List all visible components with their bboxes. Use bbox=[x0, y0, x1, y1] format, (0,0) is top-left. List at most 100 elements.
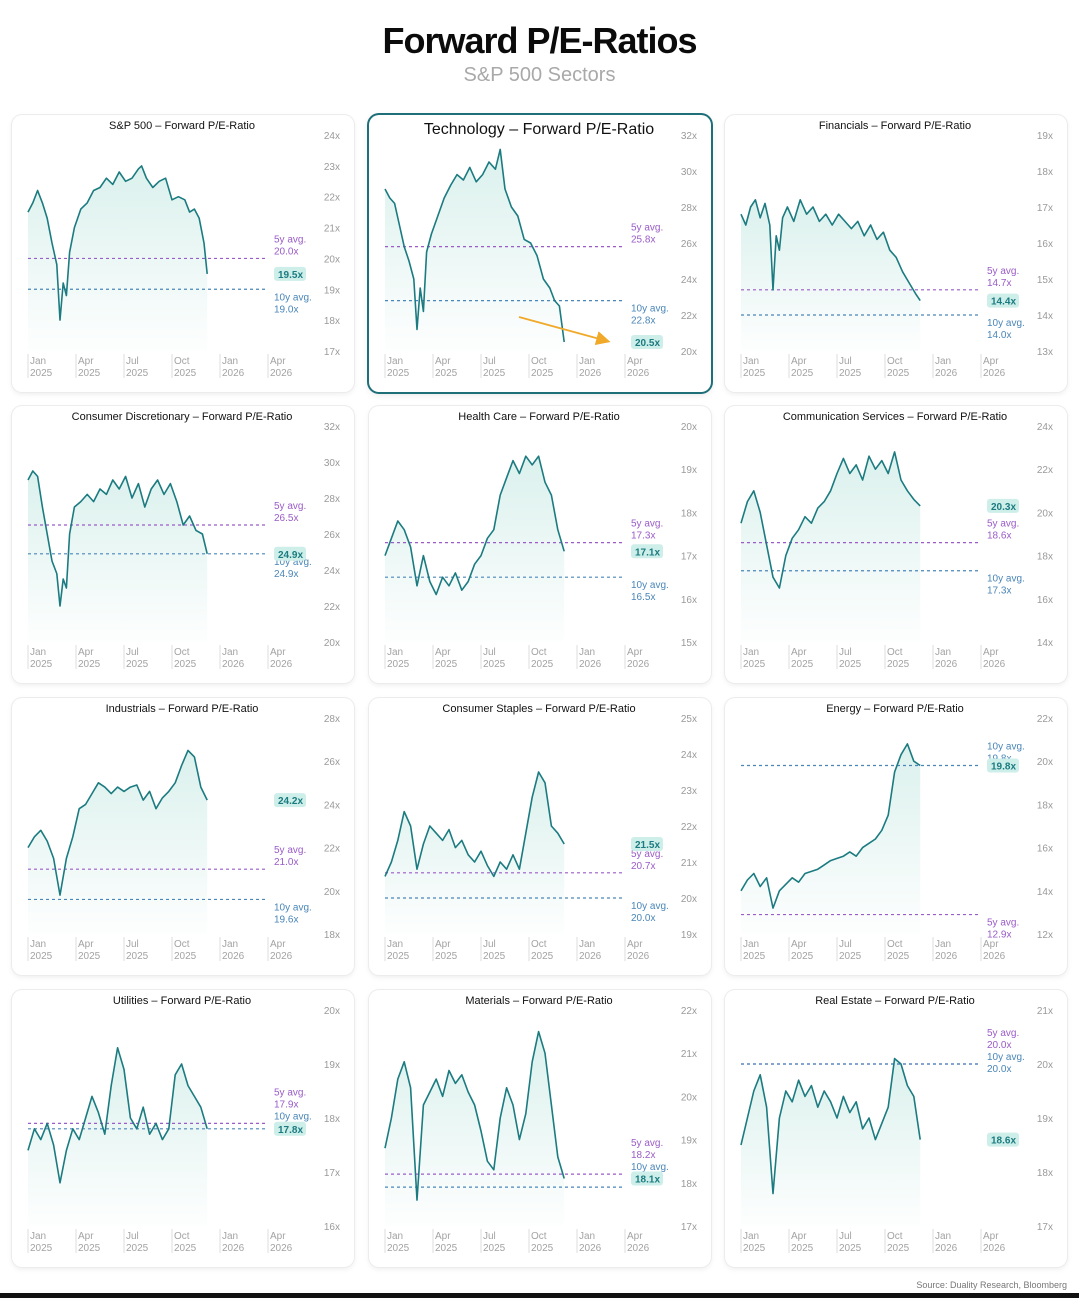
end-value-badge bbox=[274, 266, 306, 281]
x-tick-month: Apr bbox=[435, 1231, 451, 1242]
end-value-label: 18.6x bbox=[991, 1136, 1016, 1147]
avg-5y-label: 5y avg. bbox=[274, 845, 306, 856]
x-tick-year: 2026 bbox=[270, 951, 293, 962]
x-tick-month: Apr bbox=[78, 647, 94, 658]
x-tick-year: 2025 bbox=[126, 1243, 149, 1254]
x-tick-month: Apr bbox=[627, 1231, 643, 1242]
x-tick-year: 2026 bbox=[935, 951, 958, 962]
y-tick-label: 16x bbox=[324, 1222, 340, 1233]
y-tick-label: 26x bbox=[681, 239, 697, 250]
x-tick-year: 2025 bbox=[387, 659, 410, 670]
avg-10y-label: 10y avg. bbox=[274, 292, 312, 303]
chart-card: Energy – Forward P/E-Ratio 22x 20x 18x 16x 14… bbox=[725, 698, 1067, 975]
avg-10y-label: 10y avg. bbox=[274, 1111, 312, 1122]
x-tick-year: 2026 bbox=[983, 1243, 1006, 1254]
area-fill bbox=[28, 165, 208, 351]
avg-5y-value: 20.0x bbox=[987, 1040, 1011, 1051]
x-tick-year: 2025 bbox=[531, 368, 554, 379]
x-tick-year: 2026 bbox=[579, 1243, 602, 1254]
chart-svg: Energy – Forward P/E-Ratio 22x 20x 18x 16x 14… bbox=[740, 703, 1053, 962]
x-tick-year: 2025 bbox=[78, 951, 101, 962]
y-tick-label: 25x bbox=[681, 714, 697, 725]
series-line bbox=[384, 771, 565, 878]
x-tick-year: 2025 bbox=[174, 368, 197, 379]
y-tick-label: 14x bbox=[1037, 638, 1053, 649]
avg-5y-value: 21.0x bbox=[274, 857, 298, 868]
chart-card: Materials – Forward P/E-Ratio 22x 21x 20x 19… bbox=[369, 990, 711, 1267]
x-tick-year: 2025 bbox=[483, 368, 506, 379]
chart-title: Industrials – Forward P/E-Ratio bbox=[106, 703, 259, 715]
y-tick-label: 22x bbox=[1037, 714, 1053, 725]
y-tick-label: 20x bbox=[324, 1006, 340, 1017]
area-fill bbox=[385, 772, 565, 934]
x-tick-year: 2025 bbox=[78, 659, 101, 670]
x-tick-month: Jul bbox=[839, 1231, 852, 1242]
avg-10y-value: 22.8x bbox=[631, 316, 655, 327]
x-tick-month: Apr bbox=[627, 647, 643, 658]
y-tick-label: 19x bbox=[324, 285, 340, 296]
end-value-label: 19.8x bbox=[991, 762, 1016, 773]
x-tick-month: Jan bbox=[935, 939, 951, 950]
x-tick-month: Oct bbox=[174, 647, 190, 658]
x-tick-year: 2025 bbox=[435, 659, 458, 670]
chart-title: Utilities – Forward P/E-Ratio bbox=[113, 995, 251, 1007]
x-tick-year: 2026 bbox=[579, 951, 602, 962]
x-tick-year: 2025 bbox=[30, 368, 53, 379]
avg-10y-value: 20.0x bbox=[631, 913, 655, 924]
x-tick-year: 2026 bbox=[222, 1243, 245, 1254]
x-tick-year: 2026 bbox=[579, 659, 602, 670]
chart-svg: Consumer Staples – Forward P/E-Ratio 25x 2… bbox=[384, 703, 697, 962]
area-fill bbox=[741, 451, 921, 642]
avg-10y-value: 24.9x bbox=[274, 569, 298, 580]
y-tick-label: 16x bbox=[681, 595, 697, 606]
avg-5y-value: 25.8x bbox=[631, 235, 655, 246]
x-tick-year: 2025 bbox=[839, 659, 862, 670]
x-tick-month: Oct bbox=[174, 1231, 190, 1242]
y-tick-label: 28x bbox=[324, 714, 340, 725]
x-tick-month: Apr bbox=[270, 647, 286, 658]
end-value-badge bbox=[274, 793, 306, 808]
end-value-label: 17.8x bbox=[278, 1125, 303, 1136]
x-tick-year: 2026 bbox=[270, 368, 293, 379]
y-tick-label: 16x bbox=[1037, 239, 1053, 250]
avg-5y-value: 17.3x bbox=[631, 531, 655, 542]
avg-5y-value: 18.6x bbox=[987, 531, 1011, 542]
chart-card: Consumer Staples – Forward P/E-Ratio 25x 2… bbox=[369, 698, 711, 975]
x-tick-year: 2025 bbox=[483, 1243, 506, 1254]
x-tick-month: Jan bbox=[743, 647, 759, 658]
x-tick-year: 2025 bbox=[743, 951, 766, 962]
y-tick-label: 21x bbox=[681, 1049, 697, 1060]
chart-svg: Materials – Forward P/E-Ratio 22x 21x 20x 19… bbox=[384, 995, 697, 1254]
x-tick-year: 2025 bbox=[839, 1243, 862, 1254]
x-tick-month: Jul bbox=[839, 356, 852, 367]
chart-svg: S&P 500 – Forward P/E-Ratio 24x 23x 22x 21x 2… bbox=[27, 120, 340, 379]
x-tick-year: 2026 bbox=[983, 659, 1006, 670]
y-tick-label: 20x bbox=[681, 347, 697, 358]
x-tick-month: Apr bbox=[791, 939, 807, 950]
x-tick-year: 2025 bbox=[387, 368, 410, 379]
avg-5y-label: 5y avg. bbox=[631, 223, 663, 234]
x-tick-month: Jan bbox=[30, 939, 46, 950]
y-tick-label: 15x bbox=[1037, 275, 1053, 286]
avg-5y-value: 20.7x bbox=[631, 861, 655, 872]
y-tick-label: 17x bbox=[324, 1168, 340, 1179]
avg-5y-value: 17.9x bbox=[274, 1099, 298, 1110]
x-tick-year: 2025 bbox=[839, 368, 862, 379]
x-tick-year: 2026 bbox=[983, 368, 1006, 379]
y-tick-label: 18x bbox=[681, 1179, 697, 1190]
x-tick-month: Apr bbox=[270, 356, 286, 367]
y-tick-label: 21x bbox=[324, 224, 340, 235]
x-tick-year: 2026 bbox=[627, 368, 650, 379]
chart-title: S&P 500 – Forward P/E-Ratio bbox=[109, 120, 255, 132]
area-fill bbox=[385, 456, 565, 642]
chart-card: Industrials – Forward P/E-Ratio 28x 26x 24x… bbox=[12, 698, 354, 975]
y-tick-label: 20x bbox=[324, 254, 340, 265]
end-value-badge bbox=[274, 546, 306, 561]
x-tick-month: Apr bbox=[627, 939, 643, 950]
x-tick-month: Jan bbox=[935, 1231, 951, 1242]
y-tick-label: 22x bbox=[681, 1006, 697, 1017]
avg-5y-label: 5y avg. bbox=[987, 918, 1019, 929]
chart-title: Materials – Forward P/E-Ratio bbox=[465, 995, 612, 1007]
x-tick-year: 2025 bbox=[483, 951, 506, 962]
